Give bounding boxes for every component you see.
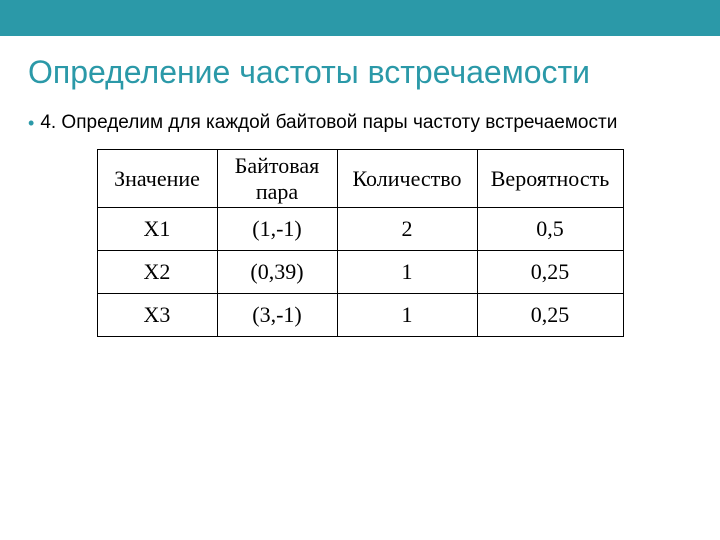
frequency-table: Значение Байтовая пара Количество Вероят… xyxy=(97,149,624,337)
table-row: X1 (1,-1) 2 0,5 xyxy=(97,208,623,251)
bullet-text: 4. Определим для каждой байтовой пары ча… xyxy=(40,111,617,135)
table-cell: X1 xyxy=(97,208,217,251)
table-cell: 1 xyxy=(337,251,477,294)
page-title: Определение частоты встречаемости xyxy=(0,36,720,99)
col-header: Количество xyxy=(337,150,477,208)
table-cell: (3,-1) xyxy=(217,294,337,337)
top-accent-bar xyxy=(0,0,720,36)
table-cell: 2 xyxy=(337,208,477,251)
bullet-item: • 4. Определим для каждой байтовой пары … xyxy=(28,111,692,135)
col-header: Значение xyxy=(97,150,217,208)
table-cell: X2 xyxy=(97,251,217,294)
table-header-row: Значение Байтовая пара Количество Вероят… xyxy=(97,150,623,208)
col-header: Вероятность xyxy=(477,150,623,208)
table-cell: (1,-1) xyxy=(217,208,337,251)
table-cell: (0,39) xyxy=(217,251,337,294)
table-cell: 0,25 xyxy=(477,294,623,337)
body-section: • 4. Определим для каждой байтовой пары … xyxy=(0,99,720,337)
table-row: X3 (3,-1) 1 0,25 xyxy=(97,294,623,337)
bullet-dot-icon: • xyxy=(28,111,34,135)
table-cell: 1 xyxy=(337,294,477,337)
col-header: Байтовая пара xyxy=(217,150,337,208)
table-cell: 0,25 xyxy=(477,251,623,294)
table-cell: 0,5 xyxy=(477,208,623,251)
table-container: Значение Байтовая пара Количество Вероят… xyxy=(28,135,692,337)
table-cell: X3 xyxy=(97,294,217,337)
table-row: X2 (0,39) 1 0,25 xyxy=(97,251,623,294)
